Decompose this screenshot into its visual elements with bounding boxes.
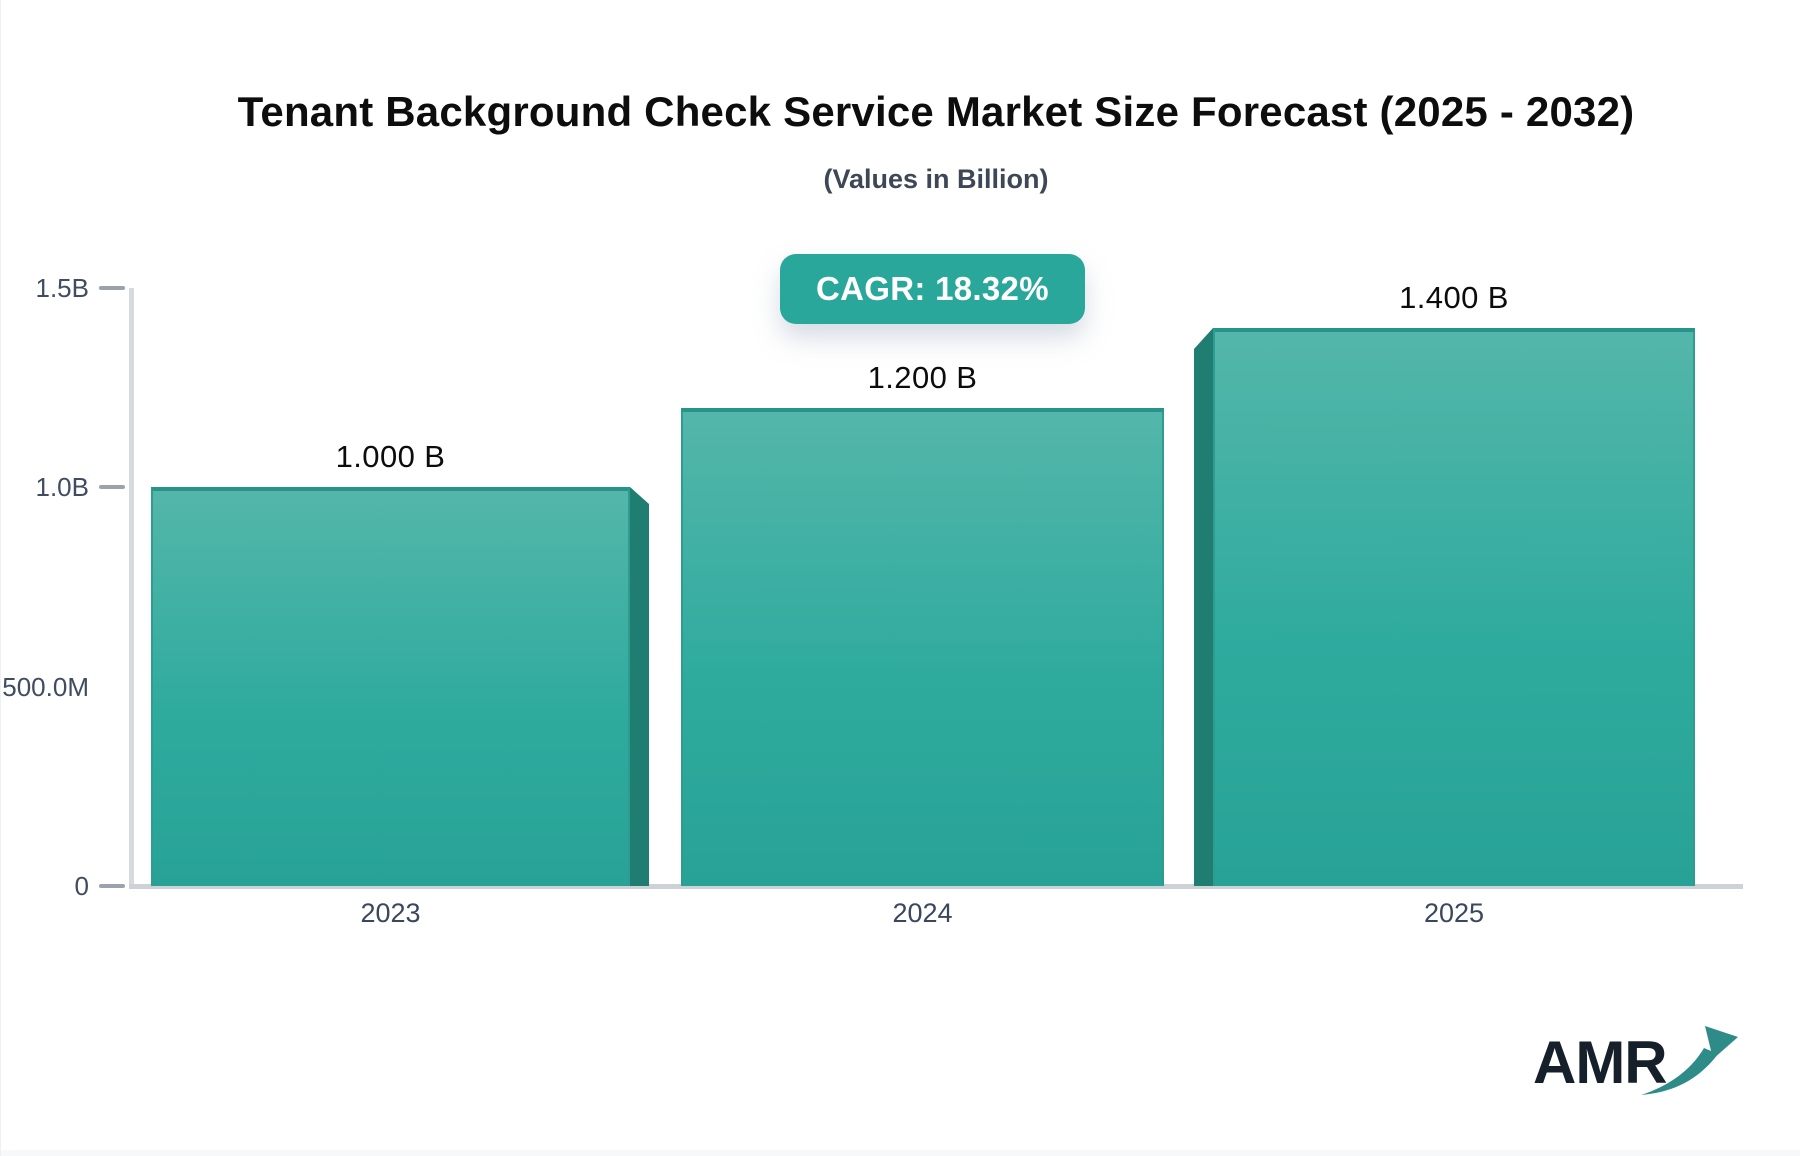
bar-2024: 1.200 B — [681, 288, 1164, 886]
x-axis-baseline — [129, 884, 1743, 889]
amr-logo-text: AMR — [1533, 1029, 1668, 1096]
amr-logo: AMR — [1533, 1026, 1738, 1108]
bar-value-label: 1.200 B — [867, 360, 978, 395]
cagr-badge-label: CAGR: 18.32% — [816, 270, 1049, 307]
x-axis-labels: 2023 2024 2025 — [129, 898, 1743, 938]
y-tick-label: 500.0M — [2, 671, 89, 702]
tick-dash — [99, 884, 125, 888]
x-tick-label: 2024 — [892, 898, 953, 928]
bar-3d-side — [630, 487, 649, 886]
y-tick-label: 0 — [74, 871, 89, 901]
chart-subtitle: (Values in Billion) — [823, 164, 1049, 194]
trending-up-arrow-icon — [1641, 1026, 1738, 1095]
plot-area: 1.000 B 1.200 B 1.400 B — [129, 280, 1743, 886]
x-tick-label: 2023 — [360, 898, 421, 928]
y-tick-label: 1.0B — [35, 472, 90, 503]
chart-header: Tenant Background Check Service Market S… — [129, 88, 1743, 195]
bar-face — [151, 487, 630, 886]
bar-2025: 1.400 B — [1194, 280, 1695, 886]
bottom-strip — [1, 1150, 1800, 1156]
bar-value-label: 1.000 B — [335, 439, 446, 474]
bar-face — [1213, 328, 1695, 886]
bar-value-label: 1.400 B — [1399, 280, 1509, 315]
y-tick: 1.0B — [1, 471, 129, 503]
y-axis-line — [129, 288, 134, 886]
x-tick-label: 2025 — [1423, 898, 1485, 928]
y-tick-label: 1.5B — [35, 273, 90, 303]
bar-face — [681, 408, 1164, 886]
y-tick: 1.5B — [1, 272, 129, 304]
y-tick: 0 — [1, 870, 129, 902]
bar-3d-side — [1194, 328, 1213, 886]
tick-dash — [99, 485, 125, 490]
tick-dash — [99, 286, 125, 290]
chart-title: Tenant Background Check Service Market S… — [237, 88, 1635, 135]
bar-2023: 1.000 B — [151, 288, 649, 886]
cagr-badge: CAGR: 18.32% — [780, 254, 1085, 324]
y-tick: 500.0M — [1, 671, 129, 703]
